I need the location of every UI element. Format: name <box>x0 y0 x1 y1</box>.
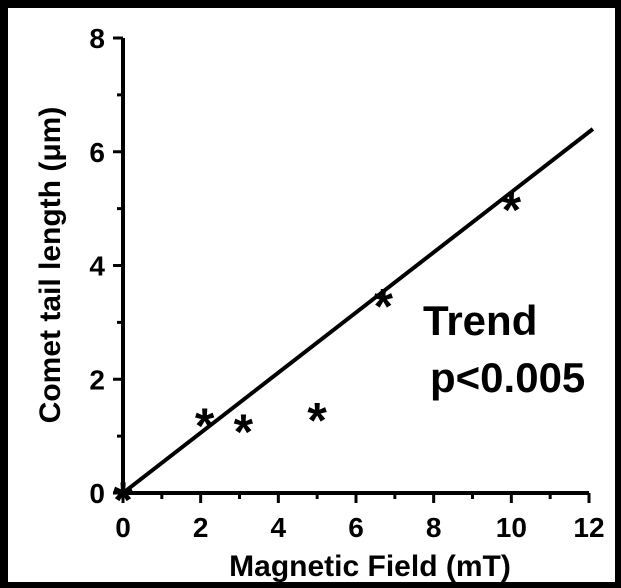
y-tick-label: 8 <box>89 23 105 54</box>
x-tick-label: 8 <box>426 512 442 543</box>
data-point: * <box>195 398 215 454</box>
data-point: * <box>502 182 522 238</box>
data-point: * <box>234 404 254 460</box>
y-tick-label: 0 <box>89 478 105 509</box>
annotation-pvalue: p<0.005 <box>430 354 585 401</box>
ticks <box>113 36 591 503</box>
data-point: * <box>307 392 327 448</box>
x-tick-label: 10 <box>496 512 527 543</box>
x-tick-label: 4 <box>271 512 287 543</box>
y-tick-label: 4 <box>89 251 105 282</box>
axes <box>121 38 589 495</box>
y-tick-label: 6 <box>89 137 105 168</box>
tick-labels: 0 2 4 6 8 0 2 4 6 8 10 12 <box>89 23 604 543</box>
x-tick-label: 6 <box>348 512 364 543</box>
data-point: * <box>373 279 393 335</box>
x-tick-label: 0 <box>115 512 131 543</box>
trend-line <box>121 127 595 495</box>
annotation-trend: Trend <box>423 297 537 344</box>
x-tick-label: 2 <box>193 512 209 543</box>
data-point: * <box>113 472 133 528</box>
x-tick-label: 12 <box>573 512 604 543</box>
y-axis-title: Comet tail length (μm) <box>34 107 67 424</box>
y-tick-label: 2 <box>89 364 105 395</box>
x-axis-title: Magnetic Field (mT) <box>229 550 511 583</box>
data-points: * * * * * * <box>113 182 521 528</box>
